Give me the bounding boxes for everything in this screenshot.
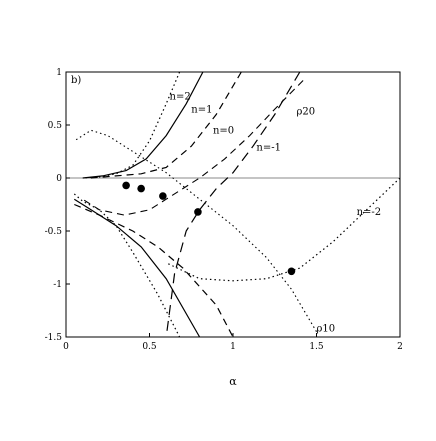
x-axis-ticks: 0 0.5 1 1.5 2 <box>63 333 403 352</box>
series-group <box>73 71 401 338</box>
series-line-4 <box>165 177 401 282</box>
marker-point-4 <box>287 267 296 276</box>
y-tick-label-0: 1 <box>56 68 62 78</box>
panel-label: b) <box>71 75 81 86</box>
y-tick-label-3: -0.5 <box>45 227 63 237</box>
series-line-3 <box>165 71 301 338</box>
curve-label-1: n=1 <box>191 104 212 115</box>
rho-curve-0 <box>82 80 304 216</box>
x-tick-label-3: 1.5 <box>309 342 324 352</box>
curve-label-3: n=-1 <box>256 142 281 153</box>
curve-label-5: ρ20 <box>296 106 315 117</box>
marker-group <box>122 181 296 276</box>
curve-label-0: n=2 <box>170 92 191 103</box>
curve-label-6: ρ10 <box>317 324 336 335</box>
series-line-0 <box>82 71 181 179</box>
series-line-lower-0 <box>73 193 181 338</box>
curve-labels: n=2n=1n=0 n=-1 n=-2 ρ20 ρ10 <box>170 92 382 335</box>
rho-curve-1 <box>74 129 317 332</box>
x-tick-label-1: 0.5 <box>142 342 157 352</box>
series-line-2 <box>90 71 242 179</box>
plot-frame <box>65 71 401 338</box>
x-axis-title: α <box>229 375 237 388</box>
marker-point-2 <box>159 192 167 200</box>
marker-point-1 <box>137 184 145 193</box>
plot-border <box>65 71 401 338</box>
y-tick-label-4: -1 <box>53 280 62 290</box>
series-line-lower-1 <box>73 198 201 338</box>
curve-label-2: n=0 <box>213 125 234 136</box>
marker-point-0 <box>122 181 130 190</box>
rho-curves-group <box>74 80 317 332</box>
y-tick-label-5: -1.5 <box>45 333 63 343</box>
x-tick-label-0: 0 <box>63 342 69 352</box>
y-axis-ticks: 1 0.5 0 -0.5 -1 -1.5 <box>45 68 70 343</box>
x-tick-label-4: 2 <box>397 342 403 352</box>
y-tick-label-2: 0 <box>56 174 62 184</box>
series-line-1 <box>82 71 204 179</box>
marker-point-3 <box>194 208 202 216</box>
curve-label-4: n=-2 <box>357 207 382 218</box>
series-line-lower-2 <box>74 203 234 338</box>
y-tick-label-1: 0.5 <box>48 121 63 131</box>
x-tick-label-2: 1 <box>230 342 236 352</box>
